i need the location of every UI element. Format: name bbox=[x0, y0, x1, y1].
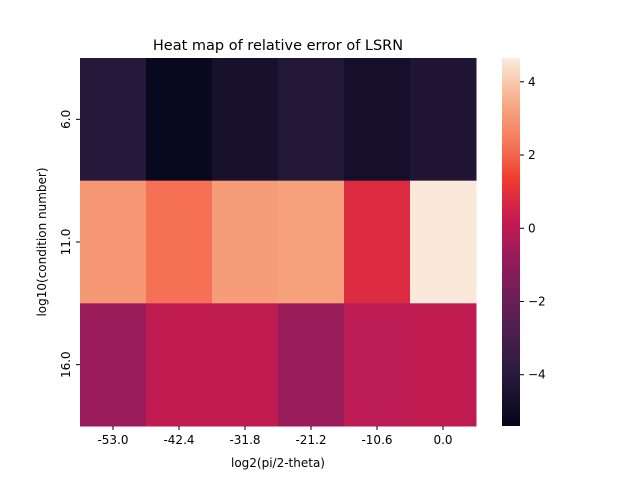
colorbar-tick-label: 2 bbox=[528, 148, 536, 162]
heatmap-cell bbox=[278, 58, 345, 182]
colorbar bbox=[502, 58, 520, 426]
heatmap-cell bbox=[410, 303, 477, 427]
heatmap-cell bbox=[278, 303, 345, 427]
heatmap-cell bbox=[344, 303, 411, 427]
heatmap-cell bbox=[212, 58, 279, 182]
colorbar-tick-label: −4 bbox=[528, 368, 546, 382]
colorbar-tick-label: 4 bbox=[528, 75, 536, 89]
heatmap-cell bbox=[146, 303, 213, 427]
x-tick-label: -10.6 bbox=[361, 433, 392, 447]
chart-title: Heat map of relative error of LSRN bbox=[153, 38, 403, 54]
x-tick-label: -31.8 bbox=[229, 433, 260, 447]
heatmap-cell bbox=[80, 180, 147, 304]
y-axis-label: log10(condition number) bbox=[35, 167, 49, 316]
y-axis-ticks: 6.0 11.0 16.0 bbox=[59, 110, 80, 378]
x-tick-label: -53.0 bbox=[97, 433, 128, 447]
x-tick-label: -42.4 bbox=[163, 433, 194, 447]
heatmap-cell bbox=[344, 58, 411, 182]
heatmap-cell bbox=[278, 180, 345, 304]
heatmap-cell bbox=[410, 58, 477, 182]
heatmap-cell bbox=[146, 58, 213, 182]
heatmap-cell bbox=[212, 303, 279, 427]
heatmap-cell bbox=[80, 303, 147, 427]
y-tick-label: 6.0 bbox=[59, 110, 73, 129]
colorbar-ticks: 4 2 0 −2 −4 bbox=[520, 75, 546, 382]
heatmap-cells bbox=[80, 58, 477, 427]
y-tick-label: 16.0 bbox=[59, 351, 73, 378]
heatmap-cell bbox=[410, 180, 477, 304]
x-axis-label: log2(pi/2-theta) bbox=[231, 456, 325, 470]
colorbar-tick-label: 0 bbox=[528, 221, 536, 235]
x-axis-ticks: -53.0 -42.4 -31.8 -21.2 -10.6 0.0 bbox=[97, 426, 453, 447]
heatmap-cell bbox=[212, 180, 279, 304]
colorbar-tick-label: −2 bbox=[528, 295, 546, 309]
heatmap-cell bbox=[146, 180, 213, 304]
x-tick-label: -21.2 bbox=[295, 433, 326, 447]
x-tick-label: 0.0 bbox=[433, 433, 452, 447]
y-tick-label: 11.0 bbox=[59, 229, 73, 256]
heatmap-cell bbox=[344, 180, 411, 304]
heatmap-cell bbox=[80, 58, 147, 182]
